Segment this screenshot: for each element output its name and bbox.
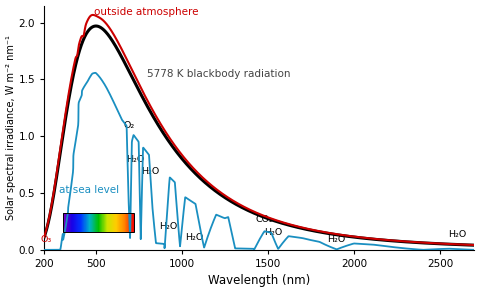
Text: at sea level: at sea level (60, 185, 120, 195)
Text: O₃: O₃ (41, 235, 52, 244)
Text: 5778 K blackbody radiation: 5778 K blackbody radiation (147, 69, 291, 79)
Text: H₂O: H₂O (185, 233, 203, 242)
Text: H₂O: H₂O (126, 155, 144, 164)
Text: H₂O: H₂O (142, 167, 160, 176)
Text: O₂: O₂ (123, 121, 134, 130)
Bar (63, 214, 133, 232)
Text: CO₂: CO₂ (255, 215, 273, 224)
Text: H₂O: H₂O (448, 230, 467, 239)
Y-axis label: Solar spectral irradiance, W m⁻² nm⁻¹: Solar spectral irradiance, W m⁻² nm⁻¹ (6, 35, 15, 220)
X-axis label: Wavelength (nm): Wavelength (nm) (208, 275, 311, 287)
Text: H₂O: H₂O (159, 222, 177, 231)
Text: H₂O: H₂O (264, 228, 282, 237)
Text: outside atmosphere: outside atmosphere (94, 7, 198, 17)
Text: H₂O: H₂O (327, 236, 346, 244)
